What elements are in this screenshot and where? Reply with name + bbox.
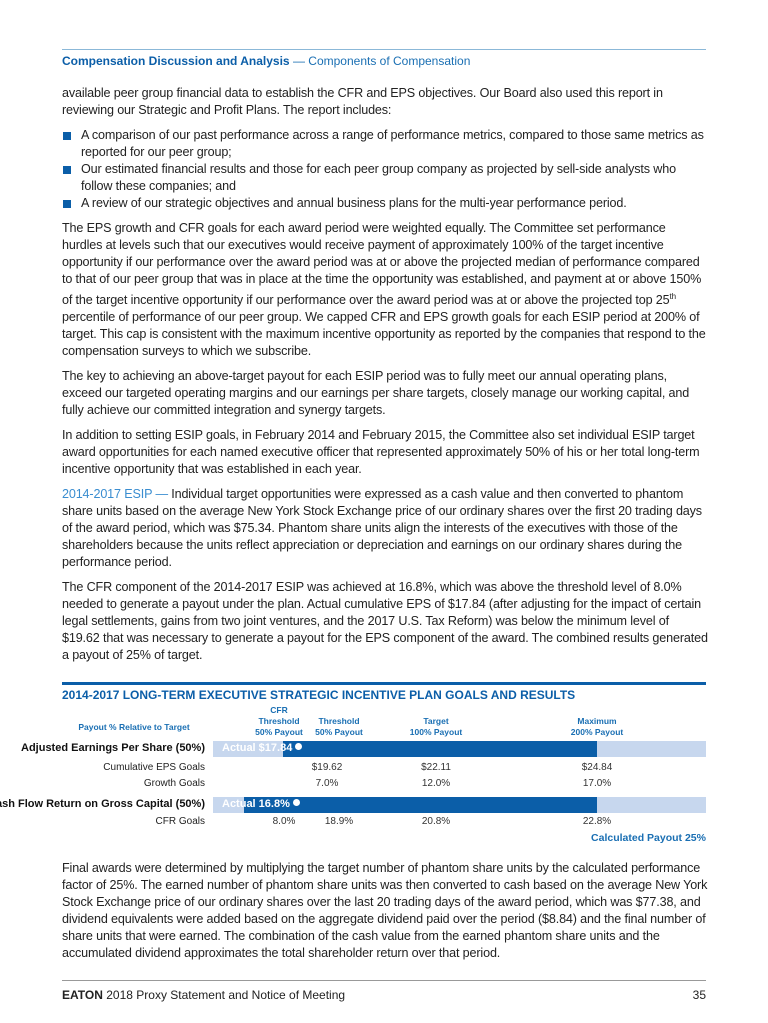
header-rule <box>62 49 706 50</box>
table-cell: 8.0% <box>272 816 296 828</box>
bullet-square-icon <box>63 132 71 140</box>
table-title: 2014-2017 LONG-TERM EXECUTIVE STRATEGIC … <box>62 688 576 703</box>
table-cell: 18.9% <box>324 816 354 828</box>
cfr-bar-range <box>244 797 597 814</box>
footer: EATON 2018 Proxy Statement and Notice of… <box>62 962 706 1003</box>
bullet-square-icon <box>63 166 71 174</box>
esip-goals-table: 2014-2017 LONG-TERM EXECUTIVE STRATEGIC … <box>0 682 706 846</box>
eps-bar-range <box>283 741 597 758</box>
table-cell: $24.84 <box>581 762 613 774</box>
dot-icon <box>295 743 303 751</box>
table-top-rule <box>62 682 706 686</box>
eps-goals-label: Cumulative EPS Goals <box>103 762 205 774</box>
paragraph: The EPS growth and CFR goals for each aw… <box>62 221 706 359</box>
page-number: 35 <box>692 988 706 1003</box>
paragraph: The key to achieving an above-target pay… <box>62 369 690 418</box>
bullet-square-icon <box>63 200 71 208</box>
column-header-maximum: Maximum 200% Payout <box>570 716 624 738</box>
paragraph: The CFR component of the 2014-2017 ESIP … <box>62 580 708 663</box>
cfr-row-label: Cash Flow Return on Gross Capital (50%) <box>0 798 205 811</box>
body-text: available peer group financial data to e… <box>62 85 708 672</box>
paragraph: Final awards were determined by multiply… <box>62 861 708 961</box>
page-header: Compensation Discussion and Analysis — C… <box>62 54 706 69</box>
calculated-payout: Calculated Payout 25% <box>591 832 706 845</box>
payout-label: Payout % Relative to Target <box>78 722 190 733</box>
table-cell: 7.0% <box>315 778 339 790</box>
list-item: Our estimated financial results and thos… <box>62 161 708 195</box>
dot-icon <box>292 799 300 807</box>
paragraph-lead: 2014-2017 ESIP — <box>62 487 168 502</box>
column-header-cfr-threshold: CFR Threshold 50% Payout <box>255 705 303 738</box>
column-header-target: Target 100% Payout <box>409 716 463 738</box>
section-title: Compensation Discussion and Analysis <box>62 54 290 68</box>
column-header-threshold: Threshold 50% Payout <box>315 716 363 738</box>
footer-text: EATON 2018 Proxy Statement and Notice of… <box>62 988 345 1003</box>
table-cell: $19.62 <box>311 762 343 774</box>
subsection-title: — Components of Compensation <box>292 54 471 68</box>
table-cell: 20.8% <box>421 816 451 828</box>
cfr-goals-label: CFR Goals <box>155 816 205 828</box>
footer-brand: EATON <box>62 988 103 1003</box>
list-item: A review of our strategic objectives and… <box>62 195 708 212</box>
paragraph: available peer group financial data to e… <box>62 86 663 117</box>
table-cell: 22.8% <box>582 816 612 828</box>
table-cell: $22.11 <box>421 762 451 774</box>
eps-row-label: Adjusted Earnings Per Share (50%) <box>21 742 205 755</box>
eps-actual-marker: Actual $17.84 <box>222 742 303 755</box>
table-cell: 12.0% <box>421 778 451 790</box>
list-item: A comparison of our past performance acr… <box>62 127 708 161</box>
cfr-actual-marker: Actual 16.8% <box>222 798 300 811</box>
paragraph: 2014-2017 ESIP — Individual target oppor… <box>62 487 702 570</box>
footer-rule <box>62 980 706 982</box>
paragraph: In addition to setting ESIP goals, in Fe… <box>62 428 700 477</box>
growth-goals-label: Growth Goals <box>143 778 205 790</box>
footer-title: 2018 Proxy Statement and Notice of Meeti… <box>106 988 346 1003</box>
table-cell: 17.0% <box>582 778 612 790</box>
bullet-list: A comparison of our past performance acr… <box>62 127 708 212</box>
